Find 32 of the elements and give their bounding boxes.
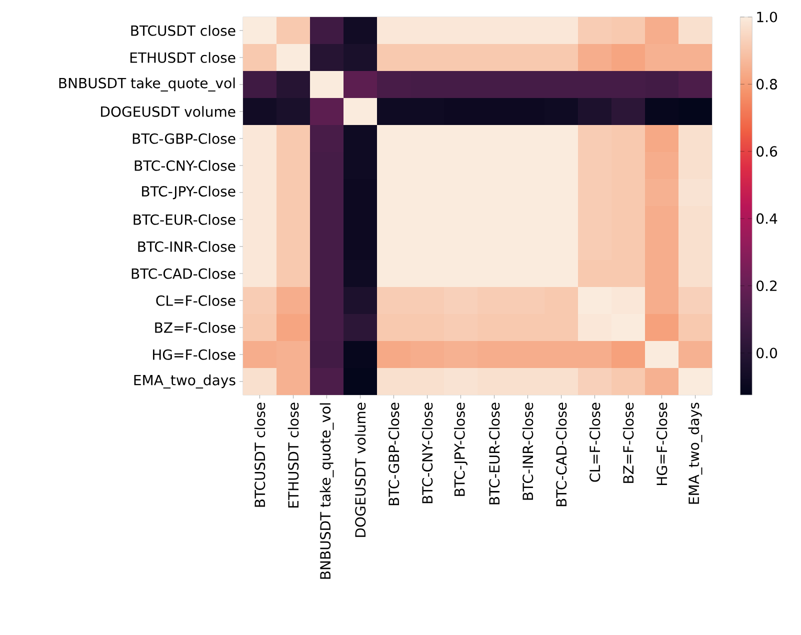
y-tick-label: BZ=F-Close (155, 322, 236, 333)
x-tick-label: BTC-GBP-Close (388, 402, 400, 506)
x-tick-label: HG=F-Close (656, 402, 668, 485)
x-tick-label: CL=F-Close (589, 402, 600, 482)
y-tick-label: DOGEUSDT volume (101, 106, 236, 117)
y-tick-label: BTC-CNY-Close (134, 160, 236, 171)
y-tick-label: CL=F-Close (156, 295, 236, 306)
y-tick-label: BTC-GBP-Close (132, 133, 236, 144)
x-tick-label: BTC-EUR-Close (488, 402, 500, 504)
x-tick-label: EMA_two_days (688, 402, 702, 504)
y-tick-label: BTC-EUR-Close (134, 214, 236, 225)
color-bar-label: 0.4 (756, 213, 778, 224)
y-tick-label: HG=F-Close (153, 349, 236, 360)
y-tick-label: BTC-CAD-Close (132, 268, 236, 279)
x-tick-label: DOGEUSDT volume (354, 402, 366, 537)
y-tick-label: BTC-INR-Close (138, 241, 236, 252)
color-bar-label: 1.0 (757, 12, 778, 22)
y-tick-label: EMA_two_days (134, 374, 236, 388)
color-bar-label: 0.8 (756, 78, 777, 90)
x-tick-label: BZ=F-Close (622, 402, 634, 483)
y-tick-label: ETHUSDT close (130, 52, 236, 63)
x-tick-label: BTC-INR-Close (522, 402, 534, 500)
y-tick-label: BTC-JPY-Close (142, 186, 236, 200)
y-tick-label: BTCUSDT close (131, 25, 236, 36)
x-tick-label: BTC-CAD-Close (556, 402, 567, 506)
x-tick-label: BTC-CNY-Close (422, 402, 433, 504)
color-bar-label: 0.0 (756, 348, 778, 358)
x-tick-label: BTC-JPY-Close (454, 402, 468, 496)
color-bar-label: 0.6 (756, 146, 778, 157)
y-tick-label: BNBUSDT take_quote_vol (59, 78, 235, 92)
color-bar-label: 0.2 (756, 280, 777, 292)
x-tick-label: ETHUSDT close (288, 402, 299, 508)
